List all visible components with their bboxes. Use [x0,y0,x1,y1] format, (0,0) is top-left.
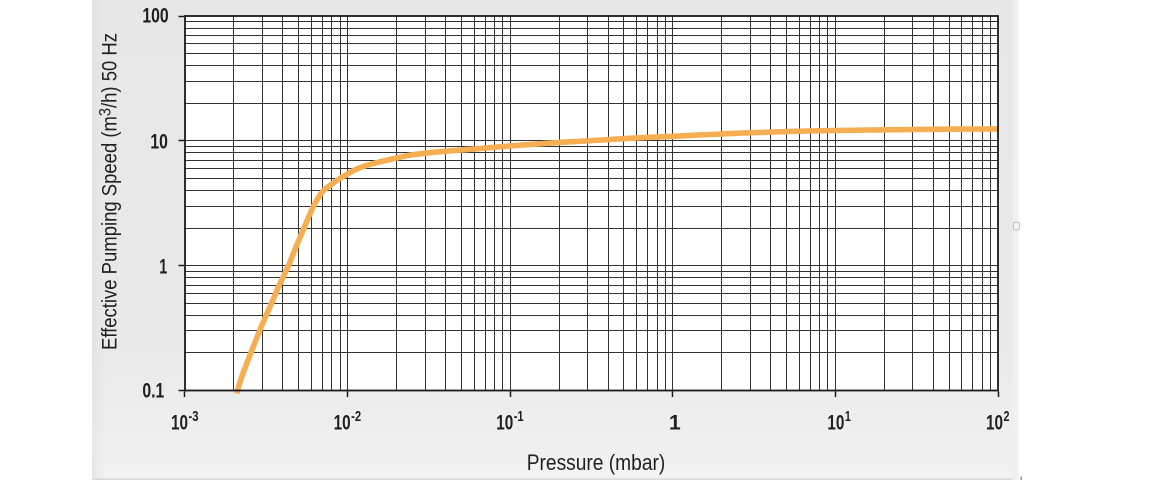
svg-text:10: 10 [986,412,1003,435]
svg-text:Effective Pumping Speed (m3/h): Effective Pumping Speed (m3/h) 50 Hz [97,33,122,350]
svg-text:1: 1 [159,255,167,278]
svg-text:0.1: 0.1 [142,380,164,403]
svg-text:-3: -3 [189,408,199,425]
svg-text:2: 2 [1004,408,1010,425]
svg-text:-2: -2 [351,408,361,425]
svg-text:10: 10 [171,412,188,435]
svg-text:10: 10 [334,412,351,435]
svg-text:10: 10 [496,412,513,435]
svg-text:-1: -1 [514,408,524,425]
svg-text:10: 10 [827,412,844,435]
svg-text:1: 1 [845,408,851,425]
svg-text:1: 1 [669,412,681,435]
svg-text:10: 10 [150,130,168,153]
svg-text:Pressure (mbar): Pressure (mbar) [527,450,666,475]
svg-text:100: 100 [142,4,168,27]
